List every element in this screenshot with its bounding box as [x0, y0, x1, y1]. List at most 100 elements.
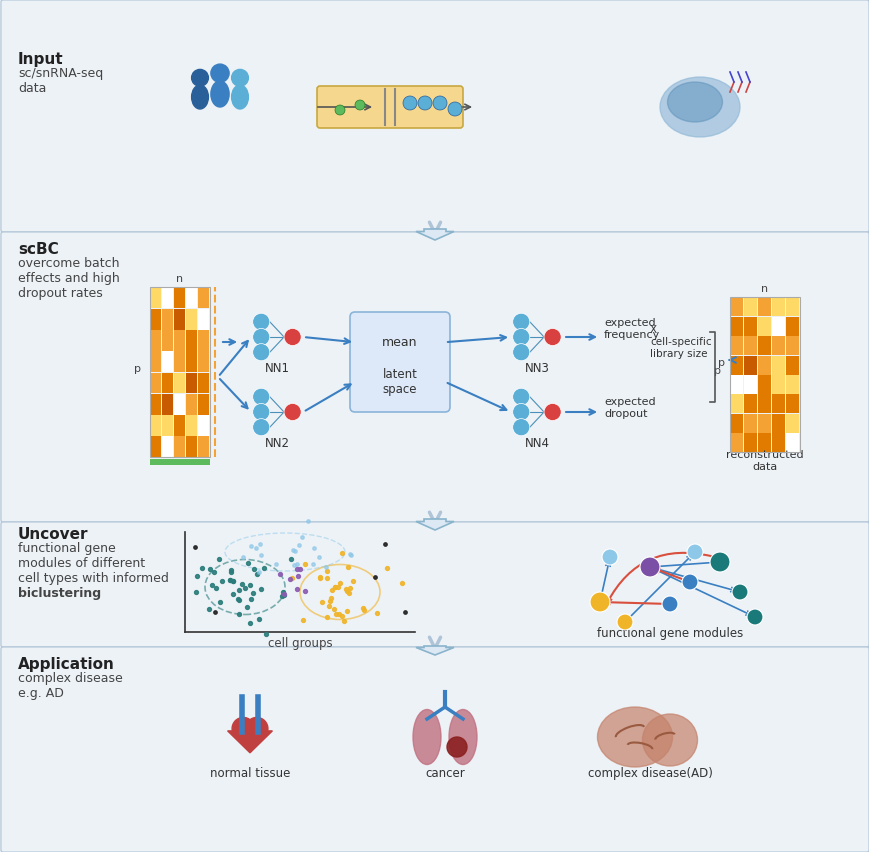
Bar [757, 337, 771, 355]
Text: NN1: NN1 [264, 362, 289, 375]
Bar [785, 414, 799, 433]
Point [250, 567, 264, 580]
Point [313, 571, 327, 584]
Bar [174, 351, 185, 372]
Bar [174, 372, 185, 394]
Bar [198, 372, 209, 394]
Bar [186, 436, 197, 457]
FancyBboxPatch shape [349, 312, 449, 412]
Bar [729, 317, 743, 336]
Circle shape [512, 343, 529, 360]
Bar [198, 330, 209, 351]
Bar [757, 433, 771, 452]
Circle shape [252, 343, 269, 360]
Text: n: n [760, 284, 767, 294]
Point [190, 569, 204, 583]
Text: Application: Application [18, 657, 115, 672]
Point [313, 572, 327, 585]
Text: expected
frequency: expected frequency [603, 318, 660, 340]
Circle shape [252, 404, 269, 421]
Circle shape [661, 596, 677, 612]
Circle shape [589, 592, 609, 612]
Point [315, 596, 329, 609]
Point [216, 574, 229, 588]
Circle shape [433, 96, 447, 110]
Bar [757, 375, 771, 394]
Point [342, 581, 356, 595]
Point [208, 605, 222, 619]
Bar [757, 394, 771, 413]
Point [341, 560, 355, 573]
Text: functional gene
modules of different
cell types with informed: functional gene modules of different cel… [18, 542, 169, 600]
Bar [743, 355, 757, 375]
Bar [149, 330, 162, 351]
Point [277, 587, 291, 601]
Point [305, 557, 319, 571]
Text: complex disease(AD): complex disease(AD) [587, 767, 712, 780]
Bar [729, 394, 743, 413]
Point [188, 540, 202, 554]
Point [213, 596, 227, 609]
Circle shape [210, 64, 229, 83]
Point [343, 547, 357, 561]
Point [189, 585, 202, 599]
Text: X
cell-specific
library size: X cell-specific library size [649, 325, 711, 359]
Point [247, 562, 261, 576]
Circle shape [512, 418, 529, 435]
Text: overcome batch
effects and high
dropout rates: overcome batch effects and high dropout … [18, 257, 120, 300]
Point [241, 556, 255, 569]
Bar [162, 436, 173, 457]
Point [286, 543, 300, 556]
Ellipse shape [191, 85, 209, 109]
Bar [198, 394, 209, 415]
Bar [785, 297, 799, 316]
Point [277, 589, 291, 602]
Point [284, 552, 298, 566]
Bar [198, 351, 209, 372]
Point [253, 538, 267, 551]
Point [318, 560, 332, 573]
Bar [186, 372, 197, 394]
Point [327, 579, 341, 593]
Bar [757, 414, 771, 433]
Bar [186, 287, 197, 308]
Circle shape [191, 69, 209, 86]
Point [301, 515, 315, 528]
Circle shape [355, 100, 365, 110]
Text: normal tissue: normal tissue [209, 767, 290, 780]
Bar [743, 297, 757, 316]
Point [202, 562, 216, 576]
Point [296, 613, 310, 627]
Point [230, 592, 244, 606]
Ellipse shape [642, 714, 697, 766]
Point [320, 571, 334, 584]
Point [224, 566, 238, 579]
Bar [186, 308, 197, 330]
Point [204, 579, 218, 592]
Point [275, 589, 289, 602]
Bar [149, 287, 209, 457]
Text: Uncover: Uncover [18, 527, 89, 542]
Point [339, 582, 353, 596]
Circle shape [512, 389, 529, 406]
Point [222, 573, 236, 587]
Bar [729, 375, 743, 394]
Point [254, 582, 268, 596]
Bar [149, 308, 162, 330]
Bar [162, 394, 173, 415]
Point [232, 607, 246, 620]
Point [258, 627, 272, 641]
Bar [198, 287, 209, 308]
Bar [162, 351, 173, 372]
Point [226, 574, 240, 588]
Text: cancer: cancer [425, 767, 464, 780]
Text: sc/snRNA-seq
data: sc/snRNA-seq data [18, 67, 103, 95]
FancyBboxPatch shape [1, 647, 868, 852]
Point [292, 538, 306, 552]
Text: latent
space: latent space [382, 368, 417, 396]
Circle shape [543, 404, 561, 421]
Bar [743, 317, 757, 336]
Point [275, 585, 289, 599]
Bar [186, 330, 197, 351]
Point [237, 581, 251, 595]
